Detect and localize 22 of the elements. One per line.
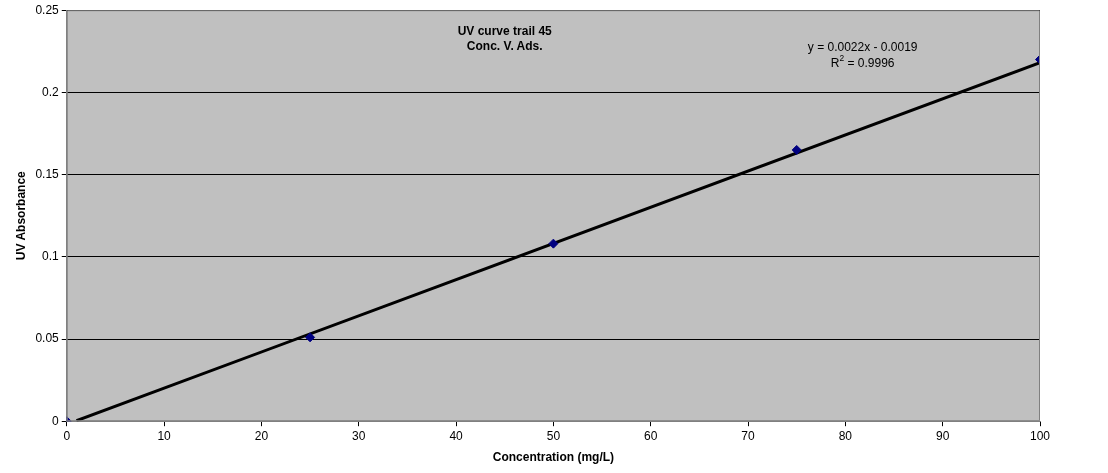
y-tick-label: 0.15 bbox=[35, 166, 60, 181]
x-axis-title: Concentration (mg/L) bbox=[492, 450, 615, 465]
text: Conc. V. Ads. bbox=[466, 38, 543, 53]
x-tick-label: 90 bbox=[936, 428, 950, 443]
x-tick-label: 30 bbox=[352, 428, 366, 443]
x-tick-label: 40 bbox=[449, 428, 464, 443]
y-tick-label: 0 bbox=[52, 413, 60, 428]
x-tick-label: 100 bbox=[1029, 428, 1051, 443]
x-tick-label: 0 bbox=[63, 428, 71, 443]
annotation: y = 0.0022x - 0.0019 bbox=[807, 39, 918, 54]
x-tick-label: 50 bbox=[546, 428, 561, 443]
y-tick-label: 0.05 bbox=[35, 331, 60, 346]
y-tick-label: 0.2 bbox=[42, 84, 60, 99]
x-tick-label: 20 bbox=[254, 428, 269, 443]
x-tick-label: 80 bbox=[838, 428, 853, 443]
y-tick-label: 0.25 bbox=[35, 2, 60, 17]
x-tick-label: 10 bbox=[157, 428, 172, 443]
y-axis-title: UV Absorbance bbox=[13, 170, 28, 261]
y-tick-label: 0.1 bbox=[42, 249, 60, 264]
x-tick-label: 70 bbox=[741, 428, 756, 443]
text: UV curve trail 45 bbox=[457, 23, 553, 38]
x-tick-label: 60 bbox=[644, 428, 658, 443]
